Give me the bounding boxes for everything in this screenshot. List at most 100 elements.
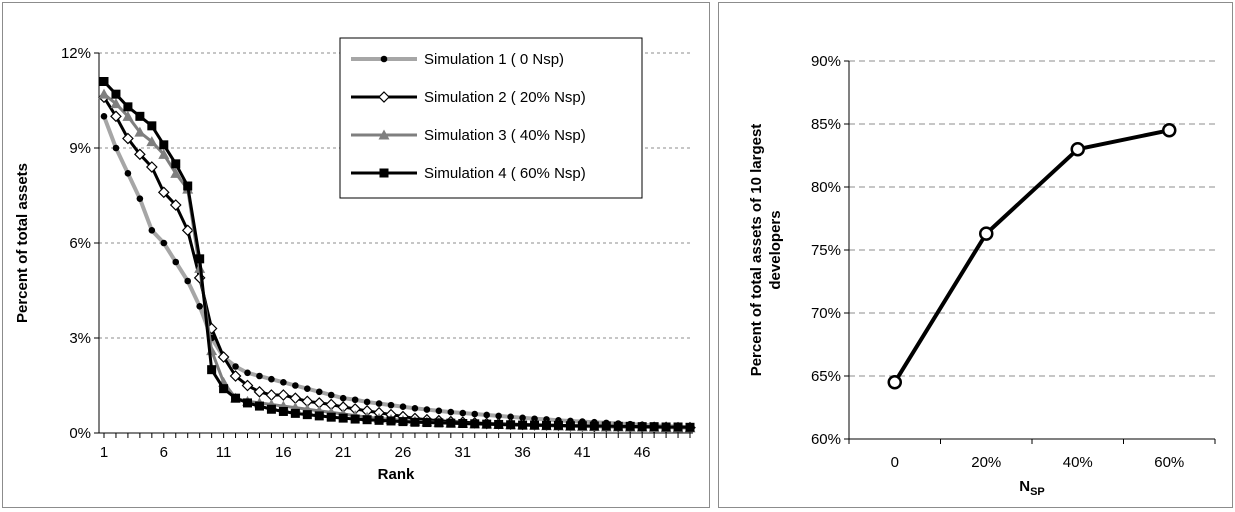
data-point — [145, 161, 158, 173]
y-axis-title: Percent of total assets — [14, 163, 31, 323]
data-point — [184, 277, 192, 285]
x-tick-label: 31 — [454, 444, 471, 461]
data-point — [458, 419, 468, 428]
data-point — [169, 199, 182, 211]
legend-label: Simulation 4 ( 60% Nsp) — [424, 165, 586, 182]
series-4 — [99, 77, 695, 432]
x-tick-label: 6 — [160, 444, 168, 461]
data-point — [495, 412, 502, 420]
x-tick-label: 20% — [971, 454, 1001, 471]
data-point — [386, 416, 396, 426]
data-point — [470, 419, 480, 429]
x-axis-title: Rank — [378, 466, 415, 483]
data-point — [649, 422, 659, 432]
data-point — [243, 398, 253, 408]
x-tick-label: 40% — [1063, 454, 1093, 471]
data-point — [553, 420, 563, 430]
data-point — [519, 414, 526, 422]
data-point — [231, 393, 241, 403]
data-point — [277, 389, 290, 401]
data-point — [601, 421, 611, 431]
data-point — [315, 388, 323, 396]
data-point — [1070, 141, 1085, 157]
data-point — [482, 419, 492, 429]
data-point — [292, 382, 299, 389]
legend-label: Simulation 1 ( 0 Nsp) — [424, 51, 564, 68]
data-point — [446, 418, 456, 428]
data-point — [148, 227, 156, 234]
x-tick-label: 16 — [275, 444, 292, 461]
y-tick-label: 60% — [811, 431, 841, 448]
y-axis-title-line2: developers — [767, 210, 784, 289]
data-point — [447, 408, 455, 416]
x-axis-title-main: N — [1019, 478, 1030, 495]
data-point — [266, 404, 276, 414]
data-point — [398, 417, 408, 427]
data-point — [1162, 123, 1177, 138]
rank-chart: 0%3%6%9%12%1 6 11 16 21 26 31 36 41 46 Rank Perce… — [14, 37, 696, 483]
data-point — [160, 239, 168, 247]
data-point — [423, 406, 431, 413]
legend-swatch-marker — [380, 55, 388, 63]
data-point — [410, 417, 420, 427]
data-point — [302, 410, 312, 420]
data-point — [887, 375, 902, 390]
data-point — [530, 420, 540, 430]
y-tick-label: 9% — [69, 140, 91, 157]
data-point — [244, 369, 251, 377]
data-point — [98, 88, 110, 99]
data-point — [577, 421, 587, 431]
data-point — [170, 167, 182, 178]
data-point — [110, 110, 122, 123]
x-axis-title-sub: SP — [1030, 486, 1045, 498]
data-point — [637, 422, 647, 432]
x-tick-label: 41 — [574, 444, 591, 461]
data-point — [314, 411, 324, 421]
y-tick-label: 3% — [69, 330, 91, 347]
x-tick-label: 1 — [100, 444, 108, 461]
data-point — [157, 186, 170, 199]
data-point — [232, 363, 239, 370]
data-point — [181, 224, 194, 237]
y-tick-label: 90% — [811, 53, 841, 70]
data-point — [350, 414, 360, 424]
data-point — [229, 370, 242, 382]
data-point — [122, 110, 134, 121]
data-point — [134, 148, 146, 161]
data-point — [327, 391, 335, 399]
data-point — [565, 421, 575, 431]
data-point — [110, 98, 122, 109]
data-point — [100, 113, 108, 120]
left-chart-panel: 0% 3% 6% 9% 12% 1 6 11 16 21 26 31 36 41 46 Rank Perce… — [2, 2, 710, 508]
y-tick-label: 6% — [69, 235, 91, 252]
x-tick-label: 26 — [395, 444, 412, 461]
data-point — [399, 403, 407, 411]
data-point — [625, 421, 635, 431]
data-point — [459, 409, 467, 417]
data-point — [661, 422, 671, 432]
data-point — [171, 159, 181, 169]
data-point — [253, 385, 266, 398]
y-tick-label: 75% — [811, 242, 841, 259]
y-tick-label: 70% — [811, 305, 841, 322]
legend-swatch-marker — [379, 168, 389, 178]
data-point — [979, 226, 994, 241]
y-tick-label: 65% — [811, 368, 841, 385]
data-point — [374, 415, 384, 425]
data-point — [507, 413, 514, 421]
data-point — [589, 421, 599, 431]
legend-swatch-marker — [378, 129, 390, 140]
right-chart-panel: 60% 65% 70% 75% 80% 85% 90% 0 20% 40% 60% Percent … — [718, 2, 1233, 508]
x-tick-label: 21 — [335, 444, 352, 461]
data-point — [338, 413, 348, 423]
data-point — [422, 418, 432, 428]
data-point — [375, 400, 383, 407]
y-tick-label: 12% — [61, 45, 91, 62]
legend-item: Simulation 3 ( 40% Nsp) — [351, 127, 586, 144]
data-point — [387, 401, 395, 409]
data-point — [256, 372, 263, 380]
data-point — [435, 407, 443, 415]
data-point — [123, 102, 133, 112]
legend-label: Simulation 3 ( 40% Nsp) — [424, 127, 586, 144]
data-point — [673, 422, 683, 432]
